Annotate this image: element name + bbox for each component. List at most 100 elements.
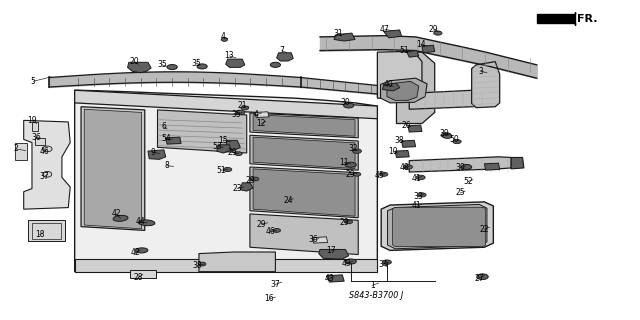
Ellipse shape — [221, 37, 228, 41]
Text: 37: 37 — [271, 280, 280, 289]
Ellipse shape — [345, 259, 356, 264]
Text: 41: 41 — [412, 202, 422, 211]
Text: 3: 3 — [478, 67, 483, 76]
Text: 42: 42 — [111, 209, 121, 219]
Polygon shape — [253, 137, 355, 169]
Ellipse shape — [235, 152, 243, 156]
Polygon shape — [401, 140, 415, 147]
Ellipse shape — [345, 162, 356, 167]
Bar — [130, 270, 156, 278]
Text: 49: 49 — [342, 259, 351, 268]
Text: 50: 50 — [449, 135, 459, 144]
Polygon shape — [484, 163, 500, 170]
Text: 21: 21 — [237, 101, 247, 110]
Text: 34: 34 — [379, 260, 388, 268]
Bar — [32, 223, 61, 239]
Text: 2: 2 — [13, 144, 18, 153]
Text: 42: 42 — [131, 248, 140, 257]
Polygon shape — [24, 120, 70, 209]
Ellipse shape — [198, 262, 206, 266]
Text: 17: 17 — [326, 246, 336, 255]
FancyBboxPatch shape — [393, 207, 486, 247]
Ellipse shape — [353, 172, 361, 176]
Text: 9: 9 — [150, 148, 156, 156]
Polygon shape — [81, 107, 145, 230]
Text: 6: 6 — [161, 122, 166, 131]
Polygon shape — [381, 78, 427, 103]
Text: 53: 53 — [212, 142, 221, 151]
Text: 32: 32 — [348, 144, 358, 153]
Text: 30: 30 — [455, 164, 465, 172]
Polygon shape — [15, 142, 27, 160]
Polygon shape — [381, 202, 493, 251]
FancyArrow shape — [537, 12, 575, 26]
Polygon shape — [312, 237, 328, 243]
Text: 28: 28 — [134, 273, 143, 282]
Polygon shape — [75, 90, 378, 272]
Text: 35: 35 — [157, 60, 167, 69]
Text: 30: 30 — [340, 98, 350, 107]
Polygon shape — [250, 135, 358, 170]
Text: 37: 37 — [40, 172, 49, 181]
Polygon shape — [226, 140, 241, 150]
Polygon shape — [406, 51, 419, 57]
Text: 29: 29 — [257, 220, 266, 228]
Text: 51: 51 — [399, 46, 409, 55]
Ellipse shape — [353, 149, 362, 153]
Text: 29: 29 — [227, 148, 237, 156]
Ellipse shape — [251, 177, 259, 181]
Text: 35: 35 — [231, 109, 241, 118]
Polygon shape — [319, 250, 349, 259]
Text: 1: 1 — [370, 281, 374, 290]
Ellipse shape — [241, 106, 248, 110]
Text: 36: 36 — [308, 236, 319, 244]
Text: 40: 40 — [384, 80, 394, 89]
Text: 31: 31 — [333, 28, 342, 38]
Ellipse shape — [453, 140, 461, 144]
Text: 4: 4 — [254, 110, 259, 119]
Text: 33: 33 — [414, 192, 424, 201]
Polygon shape — [166, 137, 181, 144]
Polygon shape — [378, 52, 422, 98]
Text: 25: 25 — [456, 188, 465, 197]
Text: 4: 4 — [221, 32, 225, 41]
Polygon shape — [396, 52, 435, 124]
Ellipse shape — [236, 110, 245, 115]
Polygon shape — [388, 204, 487, 249]
Text: 38: 38 — [193, 261, 202, 270]
Ellipse shape — [167, 65, 177, 69]
Ellipse shape — [383, 260, 392, 264]
Ellipse shape — [273, 228, 280, 232]
Ellipse shape — [135, 248, 148, 253]
Ellipse shape — [197, 64, 207, 69]
Ellipse shape — [403, 165, 412, 169]
Text: 18: 18 — [35, 230, 44, 239]
Text: 23: 23 — [232, 184, 242, 193]
Polygon shape — [409, 157, 511, 172]
Text: 15: 15 — [218, 136, 228, 145]
Text: 46: 46 — [40, 147, 49, 156]
Polygon shape — [511, 157, 524, 169]
Bar — [28, 220, 65, 241]
Text: 29: 29 — [245, 176, 255, 185]
Polygon shape — [409, 90, 486, 109]
Ellipse shape — [42, 146, 52, 152]
Polygon shape — [75, 90, 378, 119]
Text: 35: 35 — [191, 59, 201, 68]
Text: 44: 44 — [136, 217, 145, 226]
Ellipse shape — [223, 167, 232, 172]
Ellipse shape — [434, 31, 442, 35]
Polygon shape — [253, 115, 355, 136]
Polygon shape — [276, 53, 293, 61]
Text: 12: 12 — [257, 119, 266, 128]
Polygon shape — [250, 113, 358, 138]
Text: 22: 22 — [479, 225, 489, 234]
Text: 13: 13 — [225, 52, 234, 60]
Text: 24: 24 — [284, 196, 293, 205]
Polygon shape — [387, 81, 419, 100]
Text: 46: 46 — [266, 227, 275, 236]
Ellipse shape — [380, 172, 388, 176]
Polygon shape — [148, 150, 166, 159]
Polygon shape — [217, 145, 231, 153]
Polygon shape — [326, 275, 344, 282]
